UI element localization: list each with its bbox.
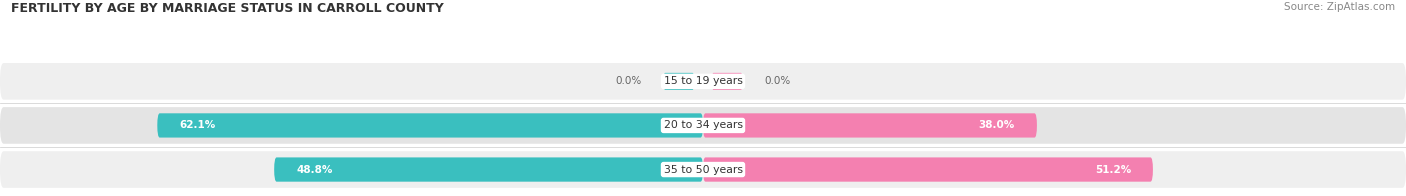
Text: FERTILITY BY AGE BY MARRIAGE STATUS IN CARROLL COUNTY: FERTILITY BY AGE BY MARRIAGE STATUS IN C…	[11, 2, 444, 15]
FancyBboxPatch shape	[0, 63, 1406, 100]
Text: 20 to 34 years: 20 to 34 years	[664, 120, 742, 131]
Text: 15 to 19 years: 15 to 19 years	[664, 76, 742, 86]
Text: 35 to 50 years: 35 to 50 years	[664, 164, 742, 175]
FancyBboxPatch shape	[703, 157, 1153, 182]
Text: 38.0%: 38.0%	[979, 120, 1015, 131]
Text: 62.1%: 62.1%	[180, 120, 215, 131]
FancyBboxPatch shape	[0, 151, 1406, 188]
Text: Source: ZipAtlas.com: Source: ZipAtlas.com	[1284, 2, 1395, 12]
FancyBboxPatch shape	[664, 73, 695, 90]
FancyBboxPatch shape	[0, 107, 1406, 144]
FancyBboxPatch shape	[274, 157, 703, 182]
Text: 0.0%: 0.0%	[616, 76, 641, 86]
FancyBboxPatch shape	[703, 113, 1038, 138]
FancyBboxPatch shape	[157, 113, 703, 138]
FancyBboxPatch shape	[711, 73, 742, 90]
Text: 0.0%: 0.0%	[765, 76, 790, 86]
Text: 48.8%: 48.8%	[297, 164, 332, 175]
Text: 51.2%: 51.2%	[1095, 164, 1130, 175]
